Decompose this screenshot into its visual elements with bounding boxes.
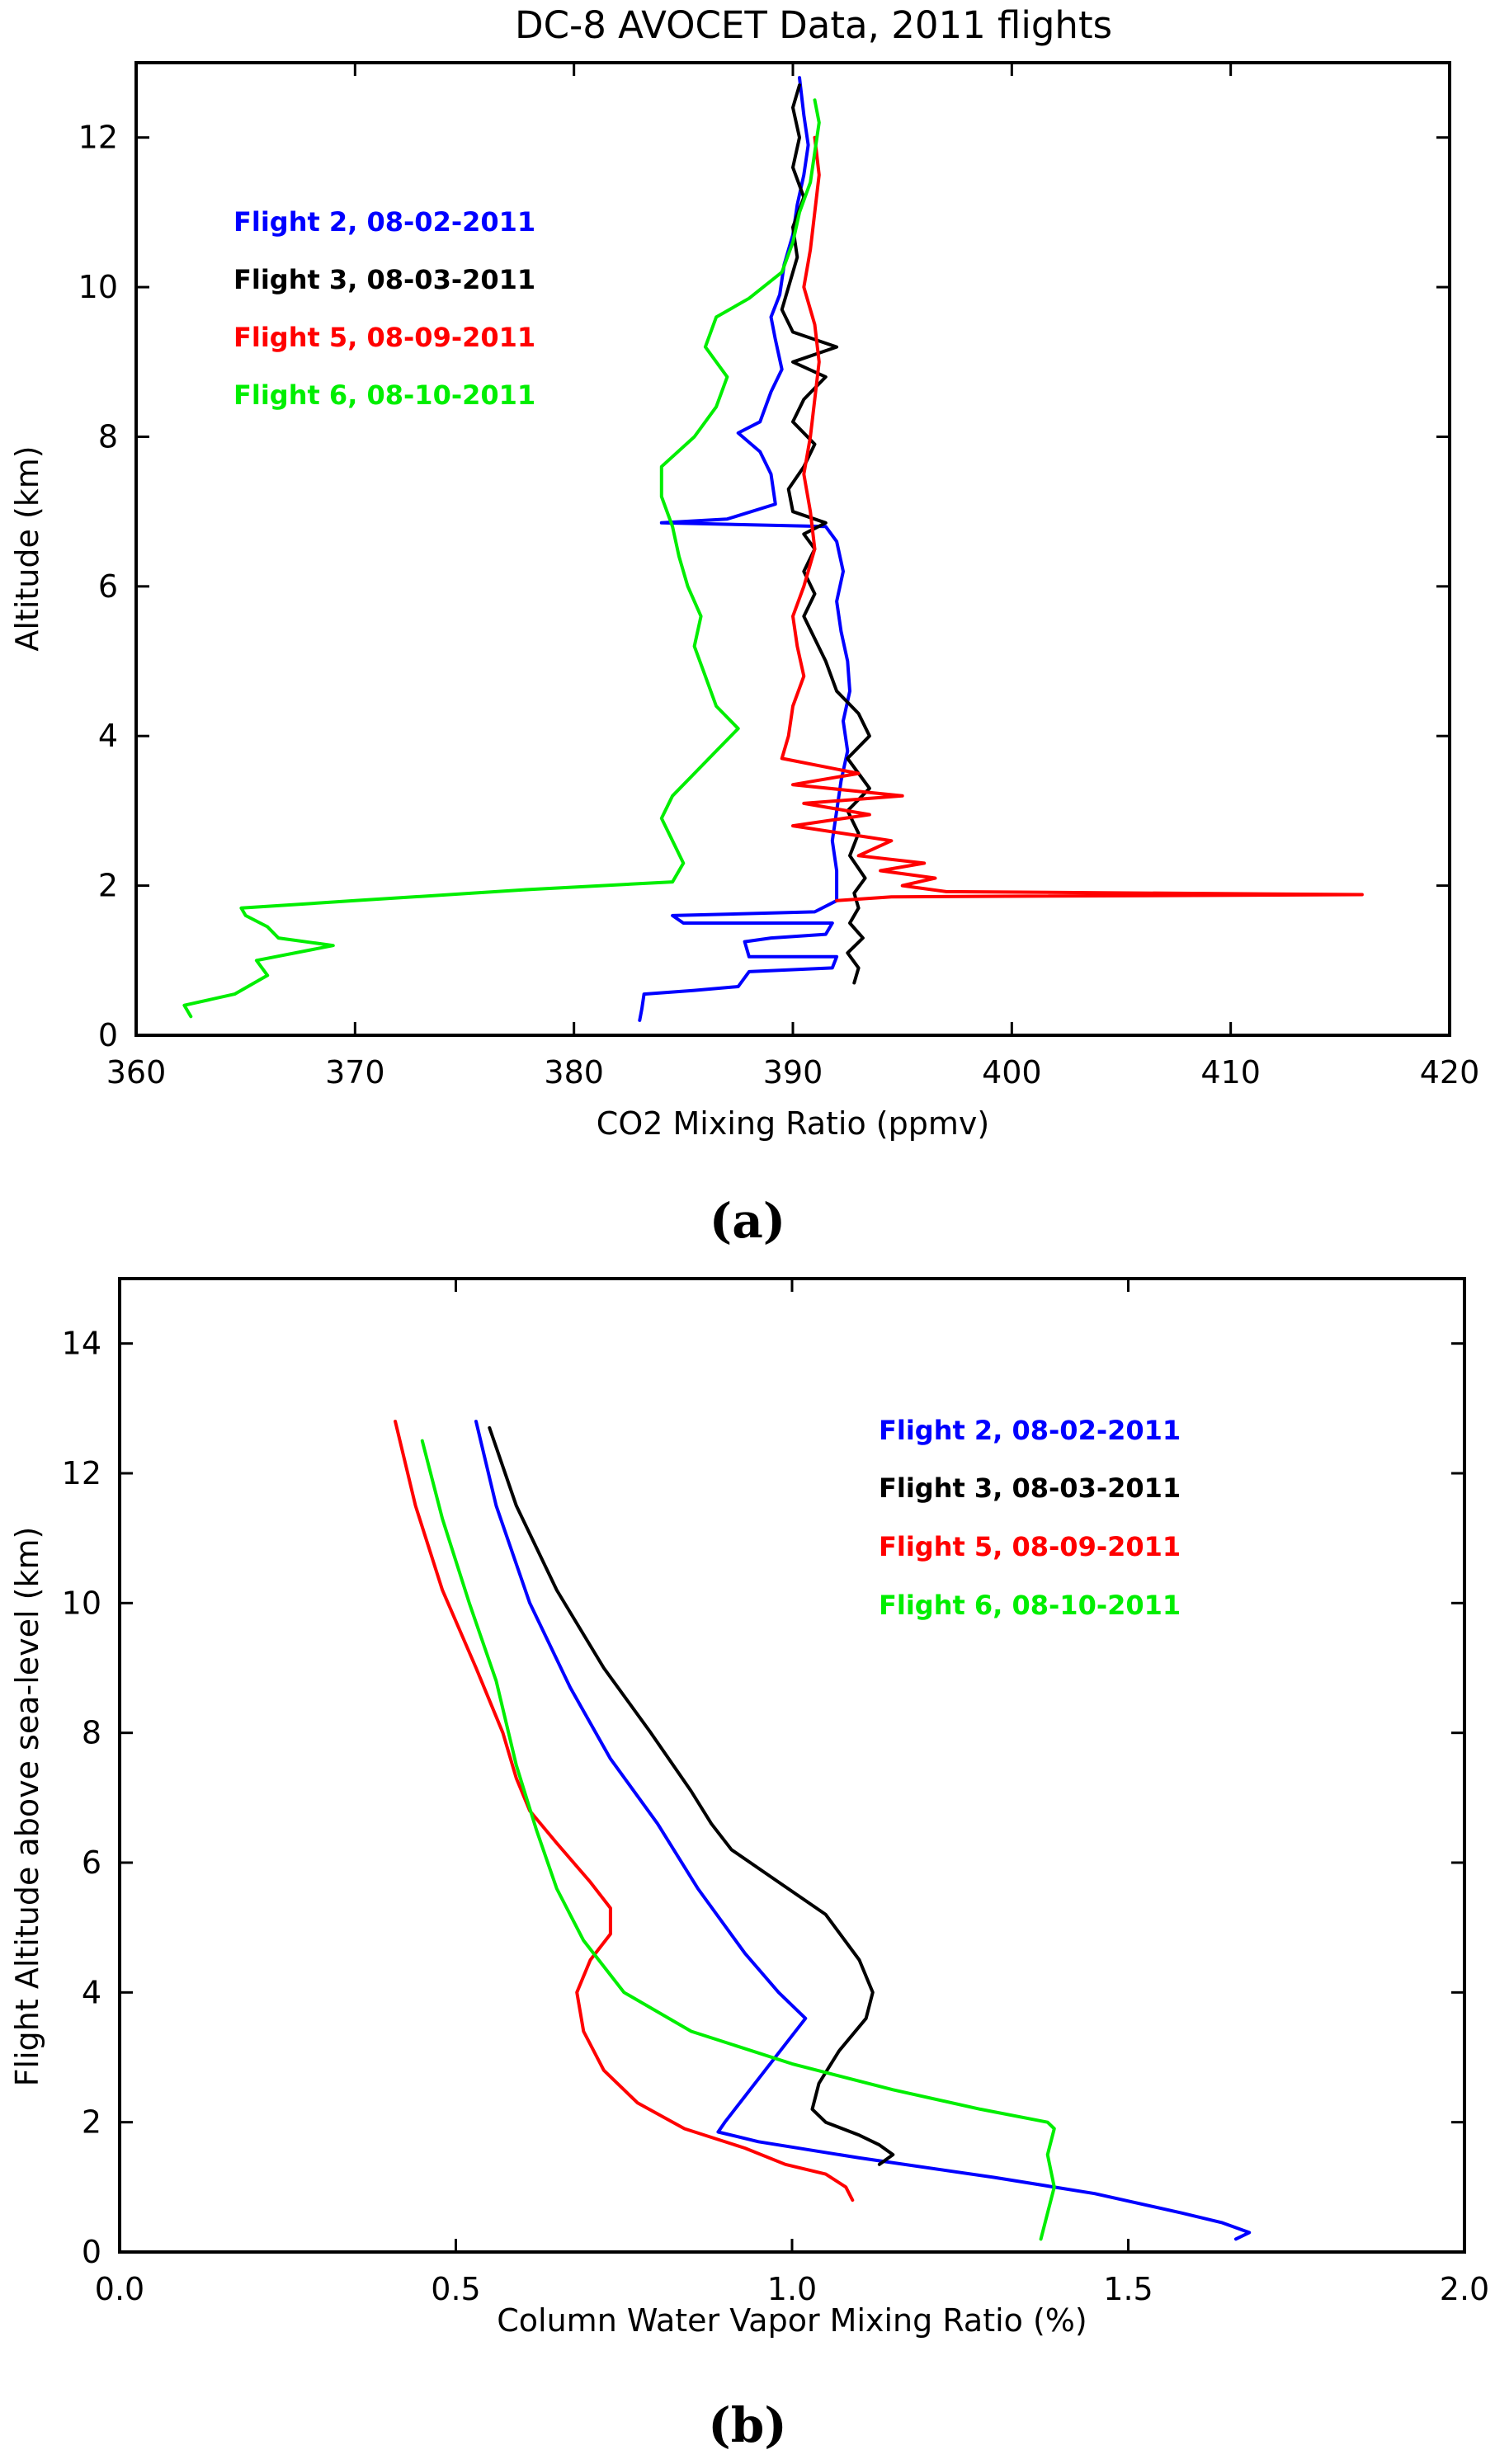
chart-a-x-tick-label: 380 <box>544 1054 604 1091</box>
chart-b-y-tick-label: 12 <box>62 1455 101 1491</box>
chart-a-y-tick-label: 2 <box>98 868 118 904</box>
chart-a-title: DC-8 AVOCET Data, 2011 flights <box>515 3 1112 47</box>
chart-a-x-tick-label: 390 <box>763 1054 823 1091</box>
legend-b-flight-5: Flight 5, 08-09-2011 <box>879 1531 1181 1562</box>
legend-b-flight-6: Flight 6, 08-10-2011 <box>879 1590 1181 1621</box>
chart-b-y-tick-label: 10 <box>62 1585 101 1621</box>
legend-b-flight-3: Flight 3, 08-03-2011 <box>879 1472 1181 1504</box>
chart-a-series-flight-6 <box>182 98 821 1019</box>
chart-b-y-tick-label: 2 <box>82 2104 101 2141</box>
chart-b-y-tick-label: 8 <box>82 1715 101 1751</box>
chart-a-legend: Flight 2, 08-02-2011 Flight 3, 08-03-201… <box>233 206 535 411</box>
legend-a-flight-6: Flight 6, 08-10-2011 <box>233 379 535 411</box>
chart-b-series-flight-2 <box>474 1420 1252 2241</box>
chart-a-y-tick-label: 8 <box>98 418 118 455</box>
chart-b-series-flight-6 <box>420 1439 1056 2241</box>
chart-a-x-tick-label: 420 <box>1420 1054 1480 1091</box>
legend-a-flight-5: Flight 5, 08-09-2011 <box>233 322 535 353</box>
chart-b-series-flight-3 <box>488 1425 895 2166</box>
chart-a-x-tick-label: 360 <box>106 1054 167 1091</box>
legend-a-flight-3: Flight 3, 08-03-2011 <box>233 264 535 295</box>
panel-label-a: (a) <box>710 1193 785 1249</box>
chart-b-y-tick-label: 6 <box>82 1844 101 1881</box>
chart-a-y-tick-label: 10 <box>78 269 118 305</box>
chart-a-y-tick-label: 0 <box>98 1017 118 1053</box>
chart-a-ticks: 360 370 380 390 400 410 420 0 2 4 6 8 10 12 <box>78 63 1480 1091</box>
chart-a-y-tick-label: 12 <box>78 120 118 156</box>
panel-a-co2-chart: DC-8 AVOCET Data, 2011 flights 360 370 380… <box>9 3 1479 1249</box>
chart-a-series-flight-2 <box>638 76 851 1022</box>
chart-b-x-tick-label: 1.0 <box>767 2271 817 2307</box>
chart-b-legend: Flight 2, 08-02-2011 Flight 3, 08-03-201… <box>879 1415 1181 1621</box>
chart-b-y-tick-label: 4 <box>82 1974 101 2010</box>
chart-b-x-axis-label: Column Water Vapor Mixing Ratio (%) <box>497 2302 1087 2339</box>
chart-a-series-flight-3 <box>780 83 871 985</box>
chart-a-x-axis-label: CO2 Mixing Ratio (ppmv) <box>597 1105 989 1142</box>
legend-a-flight-2: Flight 2, 08-02-2011 <box>233 206 535 238</box>
chart-b-y-tick-label: 0 <box>82 2234 101 2270</box>
chart-a-y-tick-label: 6 <box>98 568 118 605</box>
chart-a-x-tick-label: 370 <box>325 1054 385 1091</box>
chart-a-series-flight-5 <box>780 135 1364 902</box>
panel-label-b: (b) <box>708 2397 786 2453</box>
chart-a-y-axis-label: Altitude (km) <box>9 445 45 651</box>
chart-a-x-tick-label: 410 <box>1200 1054 1261 1091</box>
chart-b-ticks: 0.0 0.5 1.0 1.5 2.0 0 2 4 6 8 10 12 14 <box>62 1279 1489 2307</box>
chart-b-x-tick-label: 2.0 <box>1440 2271 1489 2307</box>
chart-b-x-tick-label: 0.5 <box>431 2271 480 2307</box>
legend-b-flight-2: Flight 2, 08-02-2011 <box>879 1415 1181 1446</box>
chart-b-frame <box>118 1277 1466 2254</box>
chart-b-plot-area <box>394 1420 1252 2241</box>
chart-a-y-tick-label: 4 <box>98 718 118 754</box>
chart-b-x-tick-label: 1.5 <box>1103 2271 1153 2307</box>
chart-b-series-flight-5 <box>394 1420 855 2203</box>
chart-b-x-tick-label: 0.0 <box>95 2271 144 2307</box>
chart-b-y-tick-label: 14 <box>62 1326 101 1362</box>
chart-b-y-axis-label: Flight Altitude above sea-level (km) <box>9 1527 45 2087</box>
chart-a-x-tick-label: 400 <box>982 1054 1042 1091</box>
panel-b-water-vapor-chart: 0.0 0.5 1.0 1.5 2.0 0 2 4 6 8 10 12 14 Column Water … <box>9 1277 1489 2453</box>
chart-a-plot-area <box>182 76 1364 1022</box>
